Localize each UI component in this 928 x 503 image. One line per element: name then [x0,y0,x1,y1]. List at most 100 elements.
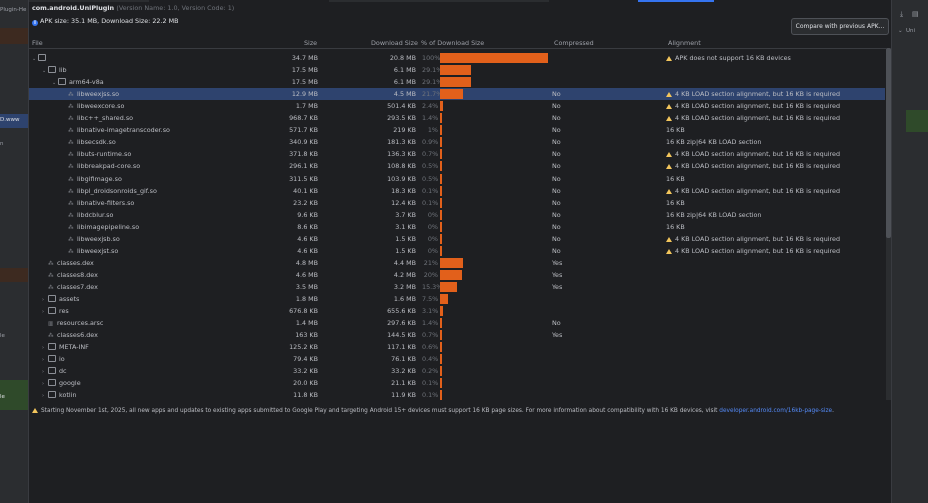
left-panel-text-2: D.www [0,117,20,123]
expand-chevron-icon[interactable]: ⌄ [32,56,37,62]
size-cell: 340.9 KB [289,138,318,147]
file-name-cell: ⁂ libdcblur.so [62,211,113,219]
collapse-chevron-icon[interactable]: › [42,357,44,364]
file-name: libgifimage.so [77,174,122,183]
table-row[interactable]: ⁂ classes.dex 4.8 MB 4.4 MB 21% Yes [29,257,885,269]
table-row[interactable]: ⁂ libpl_droidsonroids_gif.so 40.1 KB 18.3 K… [29,185,885,197]
download-size-cell: 1.5 KB [395,234,416,243]
table-row[interactable]: ⁂ libweexcore.so 1.7 MB 501.4 KB 2.4% No 4 KB … [29,100,885,112]
table-row[interactable]: › dc 33.2 KB 33.2 KB 0.2% [29,365,885,377]
download-size-bar [440,390,442,401]
table-row[interactable]: ⁂ classes7.dex 3.5 MB 3.2 MB 15.3% Yes [29,281,885,293]
download-size-cell: 103.9 KB [387,174,416,183]
table-row[interactable]: ⁂ libnative-imagetranscoder.so 571.7 KB 219… [29,124,885,136]
table-row[interactable]: ⁂ libweexjst.so 4.6 KB 1.5 KB 0% No 4 KB LOAD … [29,245,885,257]
download-size-bar [440,245,442,256]
file-name-cell: ⁂ libc++_shared.so [62,114,133,122]
table-row[interactable]: ⁂ libimagepipeline.so 8.6 KB 3.1 KB 0% No 16 K… [29,221,885,233]
column-header-size[interactable]: Size [304,39,318,47]
collapse-chevron-icon[interactable]: › [42,381,44,388]
collapse-chevron-icon[interactable]: › [42,369,44,376]
table-row[interactable]: ⁂ libdcblur.so 9.6 KB 3.7 KB 0% No 16 KB zip|6… [29,209,885,221]
file-name-cell: ⁂ libweexjss.so [62,90,119,98]
column-header-pct-download[interactable]: % of Download Size [421,39,485,47]
file-name-cell: › dc [42,367,67,375]
pct-label: 29.1% [422,66,443,75]
notice-link[interactable]: developer.android.com/16kb-page-size [719,408,833,414]
pct-label: 0.7% [422,150,439,159]
download-size-bar [440,197,442,208]
pct-label: 0.2% [422,367,439,376]
table-row[interactable]: ⁂ libbreakpad-core.so 296.1 KB 108.8 KB 0.5%… [29,160,885,172]
table-row[interactable]: ⁂ classes6.dex 163 KB 144.5 KB 0.7% Yes [29,329,885,341]
layout-icon[interactable]: ▤ [912,10,919,18]
table-row[interactable]: ⁂ libgifimage.so 311.5 KB 103.9 KB 0.5% No 16 … [29,173,885,185]
column-header-alignment[interactable]: Alignment [668,39,701,47]
table-row[interactable]: ▥ resources.arsc 1.4 MB 297.6 KB 1.4% No [29,317,885,329]
compare-with-previous-apk-button[interactable]: Compare with previous APK... [791,18,889,35]
compressed-cell: No [552,222,561,231]
download-size-bar [440,89,464,100]
table-row[interactable]: ⌄ arm64-v8a 17.5 MB 6.1 MB 29.1% [29,76,885,88]
column-header-file[interactable]: File [32,39,43,47]
expand-chevron-icon[interactable]: ⌄ [52,80,57,87]
scrollbar-thumb[interactable] [886,48,891,238]
column-header-download-size[interactable]: Download Size [371,39,418,47]
pct-label: 0.1% [422,198,439,207]
file-name: google [59,379,81,388]
collapse-chevron-icon[interactable]: › [42,345,44,352]
table-row[interactable]: ⁂ libsecsdk.so 340.9 KB 181.3 KB 0.9% No 16 KB… [29,136,885,148]
table-row[interactable]: ⁂ libweexjsb.so 4.6 KB 1.5 KB 0% No 4 KB LOAD … [29,233,885,245]
file-name: res [59,307,69,316]
binary-file-icon: ⁂ [68,152,74,159]
size-text: APK size: 35.1 MB, Download Size: 22.2 M… [40,17,179,25]
collapse-chevron-icon[interactable]: › [42,393,44,400]
file-name: libbreakpad-core.so [77,162,141,171]
table-row[interactable]: › META-INF 125.2 KB 117.1 KB 0.6% [29,341,885,353]
table-row[interactable]: › io 79.4 KB 76.1 KB 0.4% [29,353,885,365]
file-name-cell: › res [42,307,69,315]
file-name: lib [59,66,67,75]
table-row[interactable]: ⌄ 34.7 MB 20.8 MB 100% APK does not support … [29,52,885,64]
info-icon: i [32,20,38,26]
active-tab-indicator[interactable] [638,0,714,2]
column-header-compressed[interactable]: Compressed [554,39,594,47]
table-row[interactable]: ⁂ classes8.dex 4.6 MB 4.2 MB 20% Yes [29,269,885,281]
expand-chevron-icon[interactable]: ⌄ [42,68,47,75]
collapse-chevron-icon[interactable]: › [42,309,44,316]
alignment-text: 4 KB LOAD section alignment, but 16 KB i… [675,186,841,195]
table-row[interactable]: ⌄ lib 17.5 MB 6.1 MB 29.1% [29,64,885,76]
alignment-cell: 4 KB LOAD section alignment, but 16 KB i… [666,102,840,110]
file-name: assets [59,295,80,303]
file-name: libnative-imagetranscoder.so [77,126,170,135]
download-size-cell: 4.4 MB [393,258,416,267]
download-size-cell: 1.6 MB [393,295,416,303]
notice-text: Starting November 1st, 2025, all new app… [41,408,718,414]
collapse-chevron-icon[interactable]: › [42,297,44,303]
right-panel-chevron-icon[interactable]: ⌄ [898,28,903,34]
table-row[interactable]: › google 20.0 KB 21.1 KB 0.1% [29,377,885,389]
table-row[interactable]: ⁂ libc++_shared.so 968.7 KB 293.5 KB 1.4% No 4… [29,112,885,124]
table-row[interactable]: ⁂ libnative-filters.so 23.2 KB 12.4 KB 0.1% N… [29,197,885,209]
file-name-cell: › META-INF [42,343,89,351]
vertical-scrollbar[interactable] [886,48,891,400]
table-row[interactable]: › res 676.8 KB 655.6 KB 3.1% [29,305,885,317]
download-size-cell: 6.1 MB [393,78,416,87]
file-name-cell: ⁂ libsecsdk.so [62,138,116,146]
table-row[interactable]: ⁂ libuts-runtime.so 371.8 KB 136.3 KB 0.7% No… [29,148,885,160]
download-icon[interactable]: ⤓ [900,10,904,18]
file-name: libdcblur.so [77,210,114,219]
pct-label: 100% [422,54,441,62]
alignment-text: 4 KB LOAD section alignment, but 16 KB i… [675,162,841,171]
table-row[interactable]: › kotlin 11.8 KB 11.9 KB 0.1% [29,389,885,401]
table-row[interactable]: › assets 1.8 MB 1.6 MB 7.5% [29,293,885,305]
download-size-cell: 1.5 KB [395,246,416,255]
file-name: io [59,355,65,364]
alignment-cell: 16 KB [666,199,685,207]
download-size-cell: 117.1 KB [387,343,416,352]
left-panel-selection[interactable] [0,114,28,128]
compressed-cell: No [552,210,561,219]
warning-icon [666,236,672,242]
binary-file-icon: ⁂ [68,212,74,219]
table-row[interactable]: ⁂ libweexjss.so 12.9 MB 4.5 MB 21.7% No 4 KB L… [29,88,885,101]
